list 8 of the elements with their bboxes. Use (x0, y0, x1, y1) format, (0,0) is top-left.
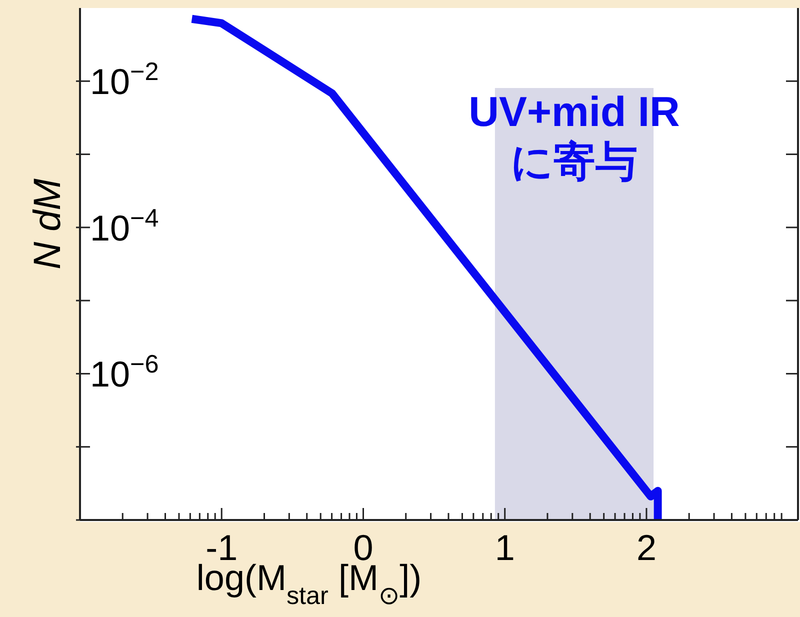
y-tick-label: 10$^{−4}$ (90, 204, 159, 248)
x-tick-label: 2 (636, 527, 656, 568)
y-tick-label: 10$^{−2}$ (90, 58, 159, 102)
x-tick-label: 1 (494, 527, 515, 568)
band: UV+mid IR に寄与 (468, 88, 680, 520)
y-tick-label: 10$^{−6}$ (90, 350, 159, 395)
y-axis-title: N dM (27, 178, 69, 270)
band-label: UV+mid IR に寄与 (468, 88, 680, 185)
